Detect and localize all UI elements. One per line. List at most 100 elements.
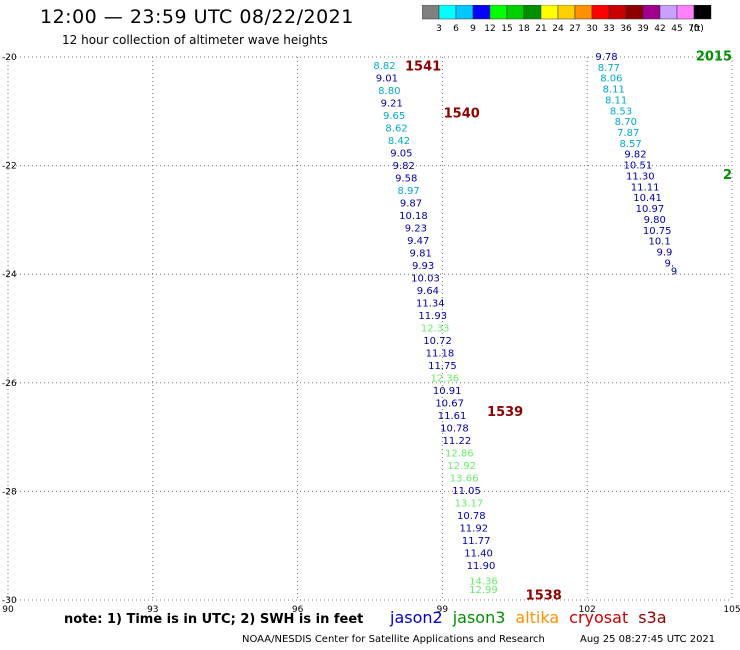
track-label: 1540 <box>444 107 480 122</box>
wave-height-point: 8.77 <box>598 63 620 74</box>
wave-height-point: 10.91 <box>433 386 462 397</box>
wave-height-point: 11.34 <box>416 299 445 310</box>
wave-height-point: 8.11 <box>605 95 627 106</box>
wave-height-point: 12.36 <box>430 373 459 384</box>
wave-height-point: 9.80 <box>644 215 666 226</box>
x-tick-label: 99 <box>437 605 449 615</box>
wave-height-point: 12.86 <box>445 448 474 459</box>
x-tick-label: 96 <box>292 605 304 615</box>
wave-height-point: 8.62 <box>385 124 407 135</box>
x-tick-label: 102 <box>579 605 596 615</box>
wave-height-point: 9.05 <box>390 149 412 160</box>
wave-height-point: 8.42 <box>388 136 410 147</box>
wave-height-point: 13.17 <box>455 498 484 509</box>
wave-height-point: 8.11 <box>603 85 625 96</box>
wave-height-point: 9.87 <box>400 199 422 210</box>
wave-height-point: 11.22 <box>443 436 472 447</box>
wave-height-point: 9.47 <box>407 236 429 247</box>
color-scale-legend: 3 6 9 12 15 18 21 24 27 30 33 36 39 42 45 70(ft) <box>422 5 712 34</box>
color-scale-label: 70 <box>688 24 700 34</box>
wave-height-point: 9 <box>671 266 677 277</box>
chart-subtitle: 12 hour collection of altimeter wave hei… <box>62 33 328 47</box>
wave-height-point: 8.57 <box>620 139 642 150</box>
wave-height-point: 11.90 <box>467 561 496 572</box>
color-scale-label: 24 <box>552 24 564 34</box>
y-tick-label: -30 <box>2 596 17 606</box>
wave-height-point: 10.72 <box>423 336 452 347</box>
color-scale-label: 30 <box>586 24 598 34</box>
track-label: 1541 <box>405 59 441 74</box>
wave-height-point: 11.75 <box>428 361 457 372</box>
wave-height-point: 9.81 <box>410 249 432 260</box>
y-tick-label: -22 <box>2 162 17 172</box>
y-tick-label: -28 <box>2 487 17 497</box>
track-label: 1539 <box>487 405 523 420</box>
color-scale-label: 6 <box>453 24 459 34</box>
track-label: 1538 <box>526 589 562 604</box>
wave-height-point: 9.64 <box>417 286 439 297</box>
color-scale-label: 9 <box>470 24 476 34</box>
color-scale-label: 27 <box>569 24 580 34</box>
satellite-legend-item: jason2 <box>390 608 443 627</box>
y-tick-label: -20 <box>2 53 17 63</box>
wave-height-point: 8.06 <box>600 74 622 85</box>
satellite-legend-item: altika <box>515 608 560 627</box>
color-scale-label: 15 <box>501 24 512 34</box>
wave-height-point: 11.77 <box>462 536 491 547</box>
wave-height-point: 12.33 <box>421 324 450 335</box>
wave-height-point: 9.21 <box>381 99 403 110</box>
wave-height-point: 9. <box>664 258 674 269</box>
wave-height-point: 10.75 <box>643 226 672 237</box>
wave-height-point: 7.87 <box>617 128 639 139</box>
wave-height-point: 8.97 <box>397 186 419 197</box>
wave-height-point: 10.03 <box>411 274 440 285</box>
credit-line: NOAA/NESDIS Center for Satellite Applica… <box>242 634 545 645</box>
x-tick-label: 93 <box>147 605 158 615</box>
color-scale-label: 42 <box>654 24 665 34</box>
color-scale-label: 39 <box>637 24 649 34</box>
wave-height-point: 9.9 <box>656 247 672 258</box>
wave-height-point: 14.36 <box>469 577 498 588</box>
color-scale-label: 33 <box>603 24 614 34</box>
wave-height-point: 11.93 <box>418 311 447 322</box>
wave-height-point: 10.18 <box>399 211 428 222</box>
x-tick-label: 105 <box>723 605 740 615</box>
track-label: 2015 <box>696 50 732 65</box>
generated-timestamp: Aug 25 08:27:45 UTC 2021 <box>580 634 716 645</box>
y-tick-label: -26 <box>2 379 17 389</box>
wave-height-point: 11.05 <box>452 486 481 497</box>
wave-height-point: 9.82 <box>624 150 646 161</box>
wave-height-point: 10.78 <box>440 423 469 434</box>
footer-note: note: 1) Time is in UTC; 2) SWH is in fe… <box>64 612 364 627</box>
wave-height-point: 11.11 <box>631 182 660 193</box>
wave-height-point: 10.97 <box>636 204 665 215</box>
wave-height-point: 12.99 <box>469 585 498 596</box>
color-scale-unit: (ft) <box>690 24 704 34</box>
wave-height-point: 10.51 <box>624 161 653 172</box>
wave-height-point: 9.58 <box>395 174 417 185</box>
wave-height-point: 10.67 <box>435 398 464 409</box>
wave-height-point: 9.78 <box>595 52 617 63</box>
satellite-legend-item: cryosat <box>569 608 629 627</box>
color-scale-label: 21 <box>535 24 546 34</box>
wave-height-point: 9.82 <box>393 161 415 172</box>
satellite-legend-item: jason3 <box>452 608 506 627</box>
wave-height-point: 11.92 <box>459 523 488 534</box>
wave-height-point: 10.41 <box>633 193 662 204</box>
wave-height-point: 10.1 <box>648 237 670 248</box>
color-scale-swatch <box>693 5 712 20</box>
wave-height-point: 11.61 <box>438 411 467 422</box>
wave-height-point: 11.18 <box>426 348 455 359</box>
wave-height-point: 9.23 <box>405 224 427 235</box>
wave-height-point: 8.53 <box>610 106 632 117</box>
satellite-legend: jason2 jason3 altika cryosat s3a <box>390 608 677 627</box>
wave-height-point: 8.82 <box>373 61 395 72</box>
chart-title: 12:00 — 23:59 UTC 08/22/2021 <box>40 6 354 28</box>
color-scale-label: 45 <box>671 24 682 34</box>
color-scale-label: 18 <box>518 24 530 34</box>
wave-height-point: 9.01 <box>376 74 398 85</box>
wave-height-point: 9.93 <box>412 261 434 272</box>
wave-height-point: 12.92 <box>447 461 476 472</box>
wave-height-point: 8.80 <box>378 86 400 97</box>
